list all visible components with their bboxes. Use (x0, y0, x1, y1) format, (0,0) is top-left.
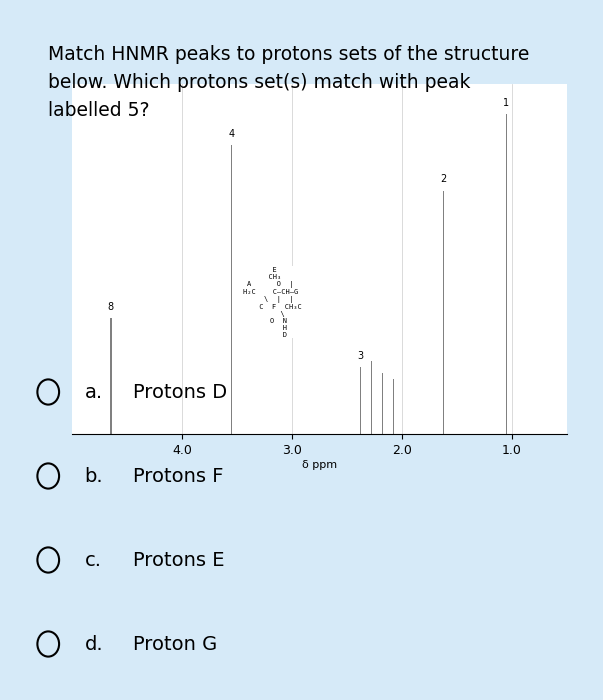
Text: Proton G: Proton G (133, 634, 217, 654)
Text: 1: 1 (504, 98, 510, 108)
Text: b.: b. (84, 466, 103, 486)
Text: 3: 3 (357, 351, 364, 361)
Text: Match HNMR peaks to protons sets of the structure
below. Which protons set(s) ma: Match HNMR peaks to protons sets of the … (48, 46, 529, 120)
Text: d.: d. (84, 634, 103, 654)
Text: a.: a. (84, 382, 103, 402)
Text: Protons E: Protons E (133, 550, 224, 570)
Text: E
  CH₃
A      O  |
H₂C    C—CH—G
    \  |  |
     C  F  CH₃C
      \
    O  N
 : E CH₃ A O | H₂C C—CH—G \ | | C F CH₃C \ … (238, 267, 302, 337)
Text: c.: c. (84, 550, 101, 570)
Text: 2: 2 (441, 174, 447, 184)
X-axis label: δ ppm: δ ppm (302, 459, 337, 470)
Text: 4: 4 (229, 129, 235, 139)
Text: Protons D: Protons D (133, 382, 227, 402)
Text: 8: 8 (108, 302, 114, 312)
Text: Protons F: Protons F (133, 466, 223, 486)
